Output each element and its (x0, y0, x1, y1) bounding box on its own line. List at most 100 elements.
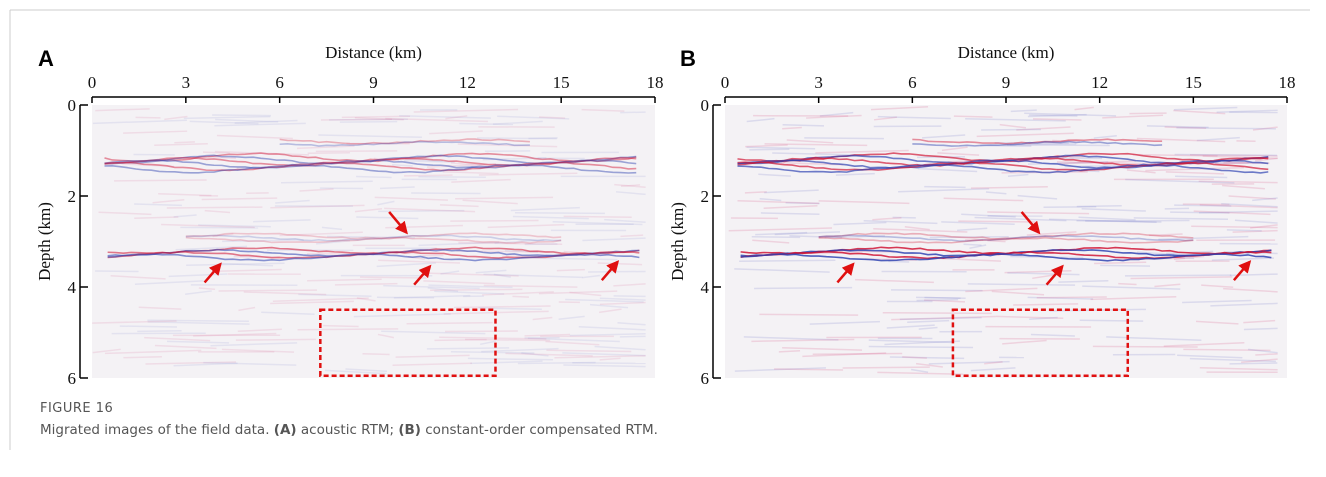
noise-event (467, 357, 554, 361)
noise-event (759, 197, 782, 202)
noise-event (1137, 251, 1175, 256)
noise-event (147, 321, 250, 325)
noise-event (1199, 204, 1278, 209)
noise-event (877, 371, 964, 375)
noise-event (189, 120, 259, 125)
noise-event (953, 115, 993, 118)
noise-event (334, 282, 398, 286)
noise-event (1106, 336, 1202, 341)
noise-event (877, 115, 951, 120)
arrow (388, 211, 408, 235)
noise-event (326, 235, 415, 239)
noise-event (1145, 166, 1244, 172)
seismic-texture (92, 108, 646, 375)
noise-event (1211, 257, 1274, 261)
x-axis-label: Distance (km) (325, 43, 422, 62)
noise-event (321, 226, 343, 231)
reflector (740, 253, 1272, 262)
noise-event (198, 224, 271, 228)
x-tick-label: 6 (275, 73, 284, 92)
noise-event (1232, 229, 1278, 233)
noise-event (572, 362, 646, 365)
noise-event (521, 352, 549, 357)
noise-event (1013, 303, 1079, 306)
noise-event (556, 268, 585, 272)
noise-event (870, 105, 929, 111)
noise-event (426, 347, 510, 350)
noise-event (354, 208, 383, 213)
noise-event (1027, 113, 1087, 118)
noise-event (297, 328, 399, 331)
noise-event (1094, 261, 1147, 265)
noise-event (749, 148, 790, 151)
noise-event (974, 216, 1067, 222)
noise-event (868, 345, 974, 349)
noise-event (134, 216, 179, 220)
reflector (818, 232, 1194, 240)
x-tick-label: 18 (647, 73, 664, 92)
noise-event (450, 162, 490, 168)
noise-event (1043, 205, 1097, 209)
noise-event (1252, 197, 1278, 202)
noise-event (941, 221, 1015, 225)
noise-event (734, 268, 830, 273)
noise-event (222, 239, 304, 243)
noise-event (1228, 195, 1276, 200)
noise-event (1078, 216, 1136, 221)
noise-event (353, 313, 451, 318)
noise-event (1102, 114, 1164, 119)
noise-event (888, 260, 910, 263)
reflector (107, 253, 640, 262)
noise-event (965, 118, 1066, 122)
noise-event (270, 204, 365, 209)
noise-event (166, 206, 263, 209)
noise-event (751, 338, 855, 343)
seismic-image (92, 105, 655, 378)
noise-event (582, 237, 646, 242)
noise-event (1017, 194, 1058, 200)
x-tick-label: 3 (814, 73, 823, 92)
noise-event (1058, 280, 1109, 283)
x-tick-label: 0 (88, 73, 97, 92)
noise-event (210, 342, 298, 347)
noise-event (137, 330, 182, 333)
figure-number: FIGURE 16 (40, 401, 113, 416)
noise-event (185, 290, 212, 295)
noise-event (512, 295, 530, 298)
noise-event (1199, 367, 1278, 371)
noise-event (597, 262, 643, 266)
noise-event (947, 160, 972, 163)
noise-event (928, 360, 1010, 365)
y-tick-label: 4 (701, 278, 710, 297)
noise-event (763, 205, 818, 209)
noise-event (212, 114, 271, 117)
noise-event (1118, 282, 1137, 286)
noise-event (764, 189, 819, 194)
noise-event (470, 360, 543, 365)
noise-event (1173, 109, 1226, 115)
noise-event (482, 157, 547, 161)
noise-event (746, 146, 816, 150)
x-tick-label: 0 (721, 73, 730, 92)
noise-event (958, 220, 1037, 223)
noise-event (842, 366, 930, 369)
x-tick-label: 3 (182, 73, 191, 92)
noise-event (1176, 126, 1276, 130)
highlight-box (951, 308, 1130, 377)
noise-event (565, 298, 644, 303)
noise-event (599, 301, 646, 306)
noise-event (599, 297, 646, 301)
noise-event (1146, 125, 1209, 129)
noise-event (215, 118, 279, 123)
reflector (104, 159, 637, 170)
noise-event (760, 212, 820, 215)
noise-event (782, 126, 802, 130)
noise-event (581, 108, 625, 112)
noise-event (782, 123, 825, 127)
y-tick-label: 2 (68, 187, 77, 206)
noise-event (863, 219, 938, 225)
noise-event (965, 287, 1038, 293)
noise-event (1028, 114, 1078, 117)
noise-event (806, 114, 862, 119)
